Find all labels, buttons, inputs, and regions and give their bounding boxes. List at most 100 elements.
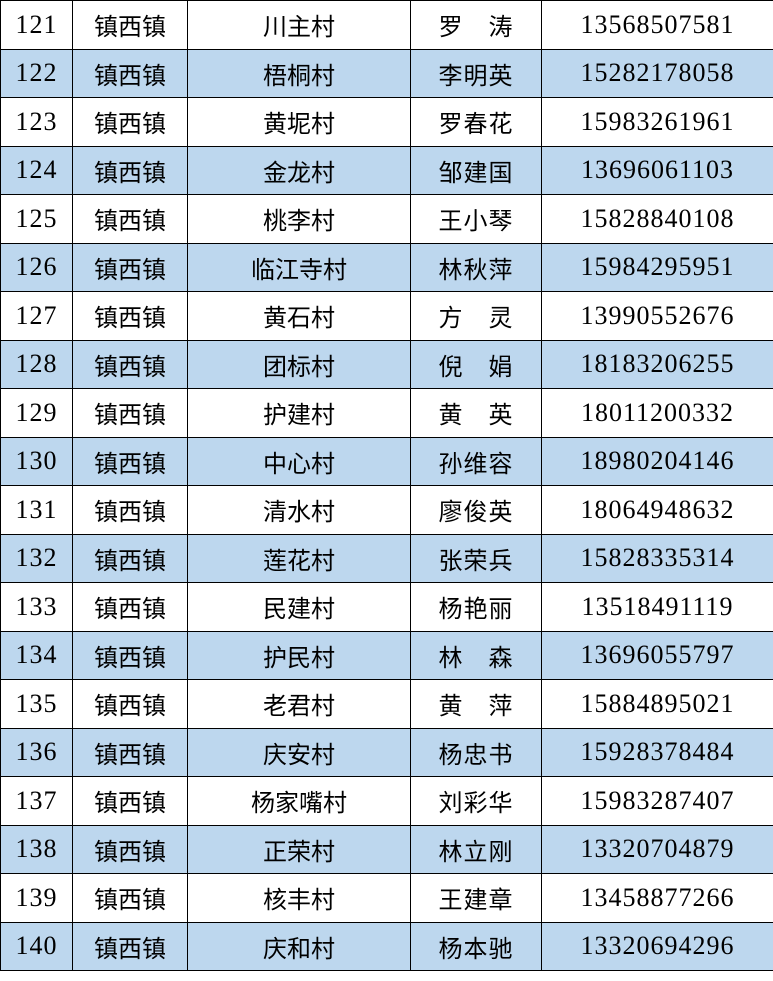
town-cell: 镇西镇 <box>72 873 188 923</box>
village-cell: 正荣村 <box>187 824 411 874</box>
town-cell: 镇西镇 <box>72 630 188 680</box>
village-cell: 护建村 <box>187 388 411 438</box>
table-row: 121 镇西镇 川主村罗 涛 13568507581 <box>0 0 773 50</box>
village-cell: 川主村 <box>187 0 411 50</box>
phone-cell: 13990552676 <box>541 291 773 341</box>
table-row: 128 镇西镇 团标村倪 娟 18183206255 <box>0 339 773 389</box>
town-cell: 镇西镇 <box>72 485 188 535</box>
phone-cell: 13696061103 <box>541 145 773 195</box>
town-cell: 镇西镇 <box>72 679 188 729</box>
village-cell: 桃李村 <box>187 194 411 244</box>
row-number-cell: 138 <box>0 824 73 874</box>
phone-cell: 15983261961 <box>541 97 773 147</box>
town-cell: 镇西镇 <box>72 727 188 777</box>
row-number-cell: 135 <box>0 679 73 729</box>
contact-name-cell: 杨艳丽 <box>410 582 542 632</box>
town-cell: 镇西镇 <box>72 436 188 486</box>
town-cell: 镇西镇 <box>72 0 188 50</box>
phone-cell: 15983287407 <box>541 776 773 826</box>
village-cell: 庆和村 <box>187 921 411 971</box>
table-row: 133 镇西镇 民建村 杨艳丽 13518491119 <box>0 582 773 632</box>
village-cell: 黄石村 <box>187 291 411 341</box>
village-cell: 中心村 <box>187 436 411 486</box>
table-row: 127 镇西镇 黄石村方 灵 13990552676 <box>0 291 773 341</box>
row-number-cell: 121 <box>0 0 73 50</box>
phone-cell: 15984295951 <box>541 242 773 292</box>
contact-name-cell: 张荣兵 <box>410 533 542 583</box>
village-cell: 杨家嘴村 <box>187 776 411 826</box>
town-cell: 镇西镇 <box>72 776 188 826</box>
town-cell: 镇西镇 <box>72 533 188 583</box>
town-cell: 镇西镇 <box>72 339 188 389</box>
row-number-cell: 133 <box>0 582 73 632</box>
phone-cell: 15828335314 <box>541 533 773 583</box>
contact-name-cell: 罗春花 <box>410 97 542 147</box>
contact-name-cell: 倪 娟 <box>410 339 542 389</box>
village-cell: 梧桐村 <box>187 48 411 98</box>
town-cell: 镇西镇 <box>72 194 188 244</box>
phone-cell: 13320694296 <box>541 921 773 971</box>
town-cell: 镇西镇 <box>72 824 188 874</box>
row-number-cell: 125 <box>0 194 73 244</box>
town-cell: 镇西镇 <box>72 145 188 195</box>
table-row: 123 镇西镇 黄坭村 罗春花 15983261961 <box>0 97 773 147</box>
village-cell: 老君村 <box>187 679 411 729</box>
contact-name-cell: 王小琴 <box>410 194 542 244</box>
contact-name-cell: 刘彩华 <box>410 776 542 826</box>
phone-cell: 13320704879 <box>541 824 773 874</box>
phone-cell: 13568507581 <box>541 0 773 50</box>
row-number-cell: 139 <box>0 873 73 923</box>
table-row: 136 镇西镇 庆安村 杨忠书 15928378484 <box>0 727 773 777</box>
phone-cell: 18183206255 <box>541 339 773 389</box>
town-cell: 镇西镇 <box>72 48 188 98</box>
phone-cell: 18011200332 <box>541 388 773 438</box>
village-cell: 庆安村 <box>187 727 411 777</box>
row-number-cell: 130 <box>0 436 73 486</box>
contact-name-cell: 李明英 <box>410 48 542 98</box>
row-number-cell: 128 <box>0 339 73 389</box>
phone-cell: 13458877266 <box>541 873 773 923</box>
table-row: 139 镇西镇 核丰村 王建章 13458877266 <box>0 873 773 923</box>
village-cell: 核丰村 <box>187 873 411 923</box>
contact-name-cell: 林秋萍 <box>410 242 542 292</box>
contact-name-cell: 林立刚 <box>410 824 542 874</box>
town-cell: 镇西镇 <box>72 388 188 438</box>
contact-name-cell: 王建章 <box>410 873 542 923</box>
phone-cell: 13518491119 <box>541 582 773 632</box>
table-row: 132 镇西镇 莲花村 张荣兵 15828335314 <box>0 533 773 583</box>
village-cell: 护民村 <box>187 630 411 680</box>
table-row: 134 镇西镇 护民村林 森 13696055797 <box>0 630 773 680</box>
row-number-cell: 127 <box>0 291 73 341</box>
row-number-cell: 129 <box>0 388 73 438</box>
village-cell: 黄坭村 <box>187 97 411 147</box>
row-number-cell: 131 <box>0 485 73 535</box>
contact-name-cell: 方 灵 <box>410 291 542 341</box>
row-number-cell: 132 <box>0 533 73 583</box>
village-cell: 金龙村 <box>187 145 411 195</box>
row-number-cell: 123 <box>0 97 73 147</box>
village-cell: 莲花村 <box>187 533 411 583</box>
contact-name-cell: 罗 涛 <box>410 0 542 50</box>
phone-cell: 15928378484 <box>541 727 773 777</box>
phone-cell: 13696055797 <box>541 630 773 680</box>
table-row: 137 镇西镇 杨家嘴村 刘彩华 15983287407 <box>0 776 773 826</box>
phone-cell: 15884895021 <box>541 679 773 729</box>
town-cell: 镇西镇 <box>72 97 188 147</box>
table-row: 126 镇西镇 临江寺村 林秋萍 15984295951 <box>0 242 773 292</box>
town-cell: 镇西镇 <box>72 582 188 632</box>
phone-cell: 18064948632 <box>541 485 773 535</box>
village-cell: 临江寺村 <box>187 242 411 292</box>
table-row: 131 镇西镇 清水村 廖俊英 18064948632 <box>0 485 773 535</box>
contact-name-cell: 黄 英 <box>410 388 542 438</box>
table-row: 138 镇西镇 正荣村 林立刚 13320704879 <box>0 824 773 874</box>
town-cell: 镇西镇 <box>72 921 188 971</box>
row-number-cell: 140 <box>0 921 73 971</box>
village-cell: 民建村 <box>187 582 411 632</box>
row-number-cell: 122 <box>0 48 73 98</box>
table-row: 122 镇西镇 梧桐村 李明英 15282178058 <box>0 48 773 98</box>
table-row: 135 镇西镇 老君村黄 萍 15884895021 <box>0 679 773 729</box>
village-cell: 清水村 <box>187 485 411 535</box>
town-cell: 镇西镇 <box>72 291 188 341</box>
row-number-cell: 137 <box>0 776 73 826</box>
